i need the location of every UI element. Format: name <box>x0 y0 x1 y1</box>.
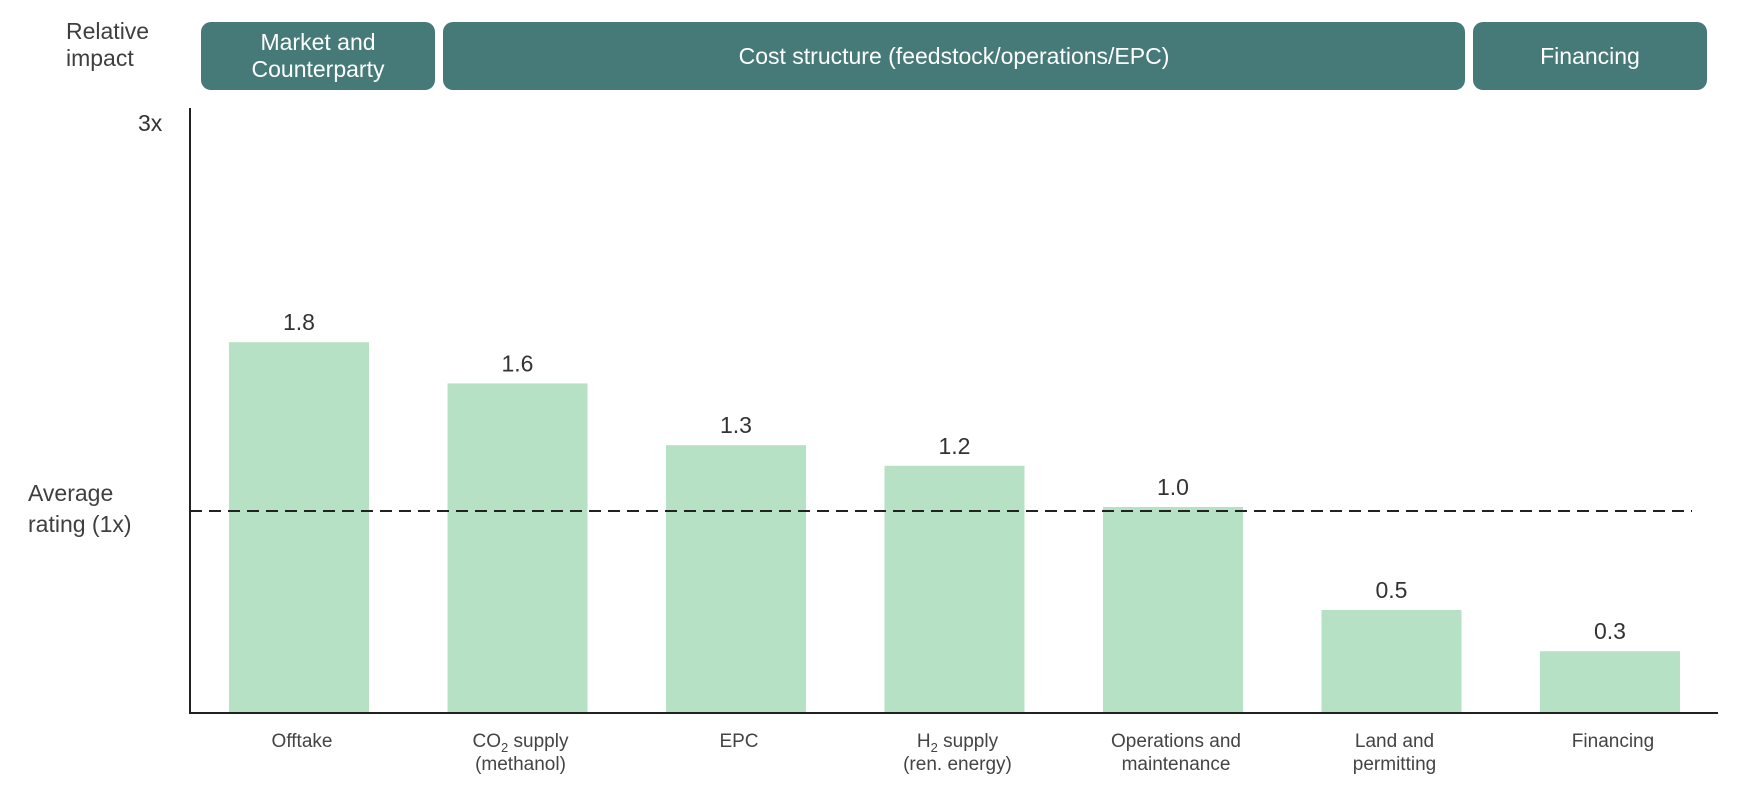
category-label-5: Land and permitting <box>1353 731 1436 775</box>
category-label-2: EPC <box>719 731 758 752</box>
category-label-0: Offtake <box>272 731 333 752</box>
value-label-4: 1.0 <box>1157 474 1189 500</box>
value-label-2: 1.3 <box>720 412 752 438</box>
category-label-6: Financing <box>1572 731 1654 752</box>
value-label-3: 1.2 <box>939 433 971 459</box>
y-axis-max-label: 3x <box>138 110 163 136</box>
value-label-0: 1.8 <box>283 309 315 335</box>
group-header-financing: Financing <box>1473 22 1707 90</box>
bar-5 <box>1321 610 1462 713</box>
group-header-market: Market and Counterparty <box>201 22 435 90</box>
average-rating-label: Average rating (1x) <box>28 480 132 537</box>
bar-6 <box>1540 651 1680 713</box>
group-header-cost-structure: Cost structure (feedstock/operations/EPC… <box>443 22 1465 90</box>
value-label-5: 0.5 <box>1376 577 1408 603</box>
bar-0 <box>229 342 369 713</box>
value-label-1: 1.6 <box>502 350 534 376</box>
value-label-6: 0.3 <box>1594 618 1626 644</box>
category-label-4: Operations and maintenance <box>1111 731 1241 775</box>
bar-2 <box>666 445 806 713</box>
bar-1 <box>447 383 588 713</box>
category-label-1: CO2 supply (methanol) <box>473 731 569 775</box>
category-label-3: H2 supply (ren. energy) <box>903 731 1012 775</box>
bar-3 <box>884 465 1025 713</box>
y-axis-title: Relative impact <box>66 18 150 71</box>
bar-4 <box>1103 507 1243 713</box>
